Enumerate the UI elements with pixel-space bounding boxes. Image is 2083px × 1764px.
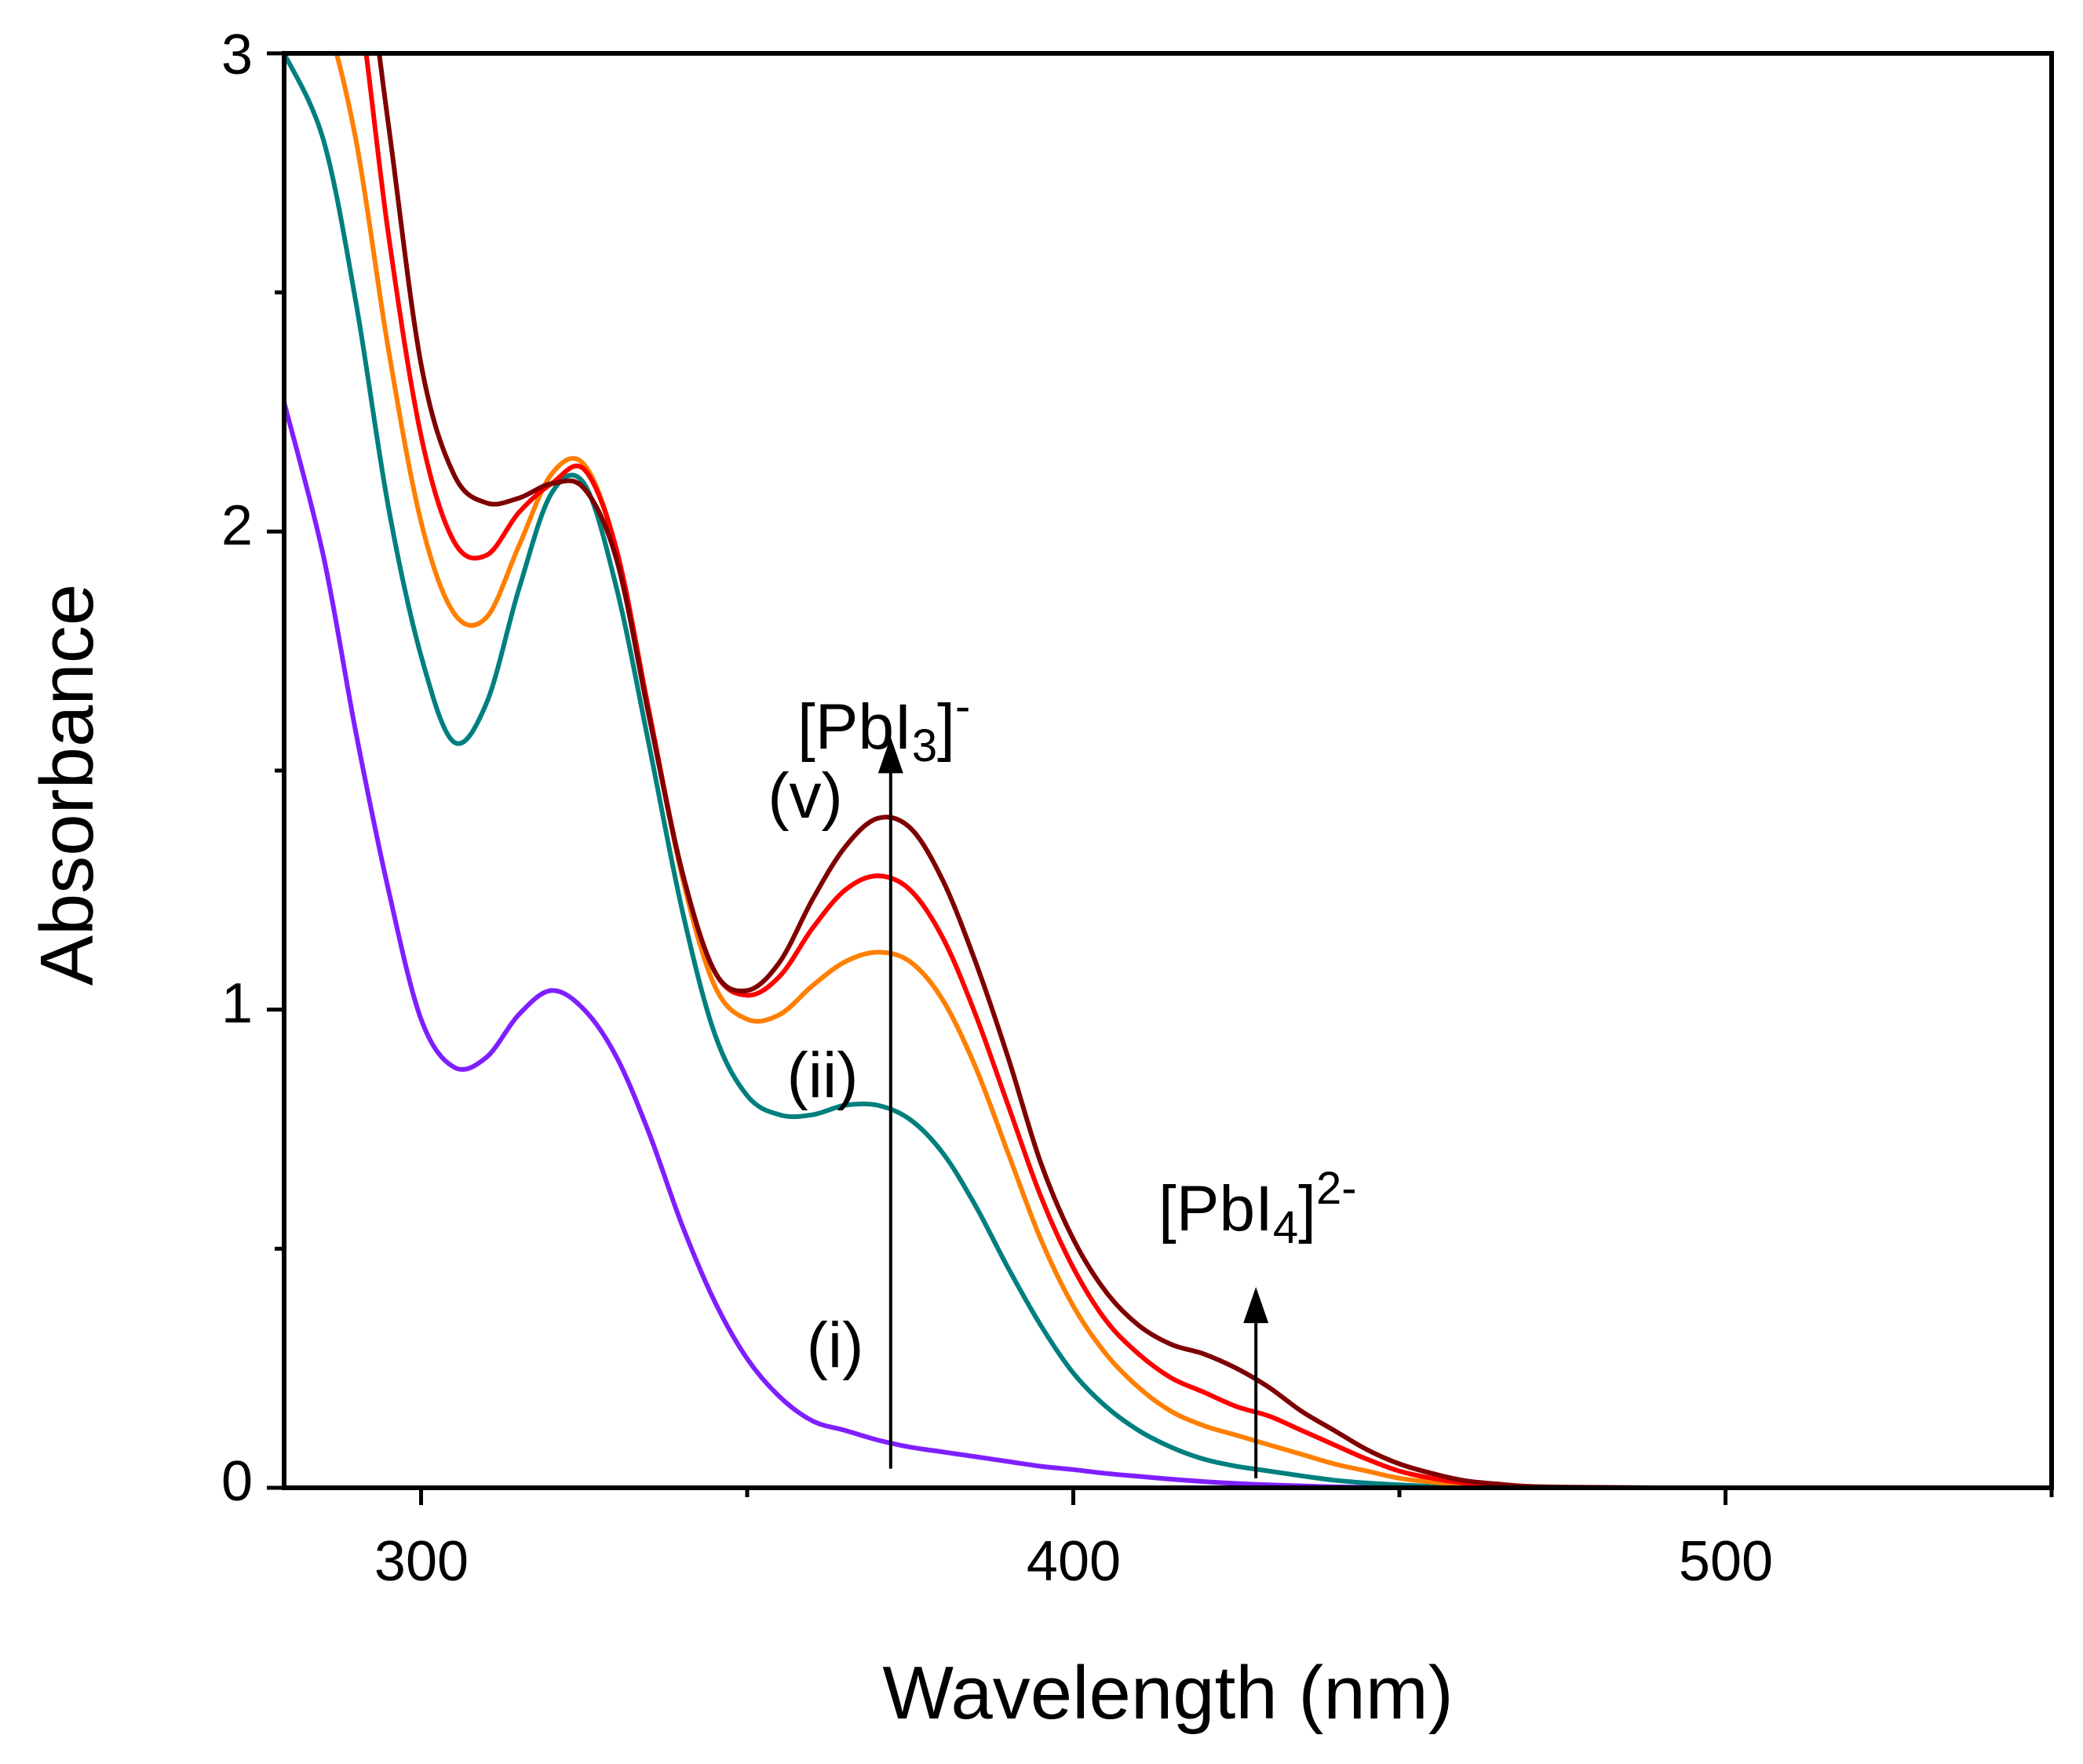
pbi3-sup: -: [955, 681, 970, 732]
ytick-label-2: 2: [221, 494, 253, 557]
xtick-label-300: 300: [374, 1530, 469, 1593]
series-line-2: [284, 53, 2052, 1488]
xtick-label-400: 400: [1027, 1530, 1121, 1593]
series-line-3: [334, 53, 2052, 1488]
ytick-label-0: 0: [221, 1450, 253, 1513]
arrow-pbi3-head: [877, 737, 903, 774]
ytick-label-1: 1: [221, 972, 253, 1035]
pbi4-main: [PbI: [1158, 1173, 1273, 1245]
curve-label-ii: (ii): [786, 1040, 858, 1111]
ytick-label-3: 3: [221, 24, 253, 86]
arrow-pbi4: [1243, 1287, 1269, 1478]
plot-frame: [282, 51, 2054, 1490]
series-line-5: [377, 53, 2052, 1488]
x-axis-label: Wavelength (nm): [882, 1651, 1453, 1735]
arrow-pbi4-head: [1243, 1287, 1269, 1324]
curve-label-i: (i): [807, 1310, 864, 1381]
y-axis-label: Absorbance: [25, 584, 109, 986]
pbi4-sup: 2-: [1316, 1163, 1357, 1214]
arrow-layer: [877, 737, 1269, 1478]
arrow-pbi3: [877, 737, 903, 1469]
pbi3-sub: 3: [912, 720, 937, 771]
series-line-1: [284, 402, 2052, 1488]
pbi3-main: [PbI: [797, 691, 912, 763]
tick-layer: [267, 51, 2054, 1505]
series-layer: [284, 53, 2052, 1488]
species-label-pbi3: [PbI3]-: [797, 681, 970, 771]
curve-label-v: (v): [768, 760, 843, 832]
series-line-4: [363, 53, 2052, 1488]
pbi4-close: ]: [1298, 1173, 1316, 1245]
species-label-pbi4: [PbI4]2-: [1158, 1163, 1357, 1253]
xtick-label-500: 500: [1679, 1530, 1773, 1593]
pbi4-sub: 4: [1273, 1202, 1298, 1253]
pbi3-close: ]: [937, 691, 955, 763]
